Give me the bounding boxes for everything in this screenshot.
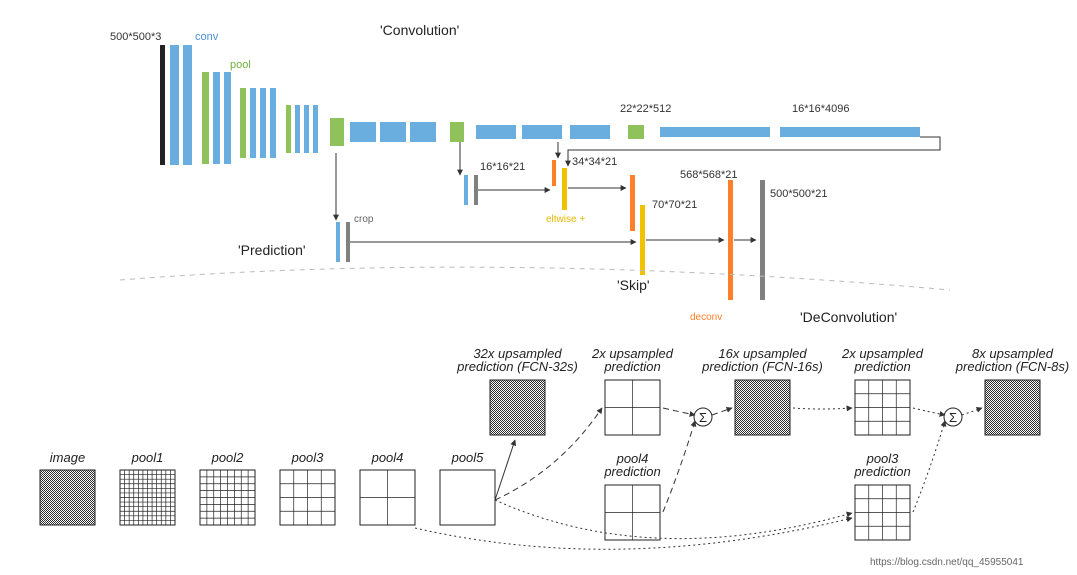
legend-pool: pool xyxy=(230,59,251,71)
watermark: https://blog.csdn.net/qq_45955041 xyxy=(870,557,1024,568)
box-p3pred xyxy=(855,485,910,540)
title-prediction: 'Prediction' xyxy=(238,242,306,258)
svg-text:image: image xyxy=(50,450,85,465)
bottom-fcn-boxes: image pool1 pool2 pool3 pool4 pool5 32x upsamp… xyxy=(40,346,1069,549)
box-pool3 xyxy=(280,470,335,525)
svg-text:16x upsampledprediction (FCN-1: 16x upsampledprediction (FCN-16s) xyxy=(701,346,823,374)
box-pool1 xyxy=(120,470,175,525)
separator-dash xyxy=(120,267,950,290)
svg-text:Σ: Σ xyxy=(949,410,957,425)
svg-text:pool4: pool4 xyxy=(371,450,404,465)
box-p4pred xyxy=(605,485,660,540)
label-crop: crop xyxy=(354,214,374,225)
svg-text:Σ: Σ xyxy=(699,410,707,425)
svg-text:pool2: pool2 xyxy=(211,450,245,465)
svg-text:pool3prediction: pool3prediction xyxy=(853,451,910,479)
svg-text:32x upsampledprediction (FCN-3: 32x upsampledprediction (FCN-32s) xyxy=(456,346,578,374)
svg-text:pool1: pool1 xyxy=(131,450,164,465)
box-pool2 xyxy=(200,470,255,525)
dim-34: 34*34*21 xyxy=(572,156,617,168)
box-up2b xyxy=(855,380,910,435)
fcn-diagram: image pool1 pool2 pool3 pool4 pool5 32x upsamp… xyxy=(0,0,1077,575)
dim-568: 568*568*21 xyxy=(680,169,738,181)
svg-text:pool5: pool5 xyxy=(451,450,485,465)
title-deconvolution: 'DeConvolution' xyxy=(800,309,897,325)
svg-text:2x upsampledprediction: 2x upsampledprediction xyxy=(841,346,924,374)
box-pool5 xyxy=(440,470,495,525)
box-up32 xyxy=(490,380,545,435)
dim-pool4: 22*22*512 xyxy=(620,103,671,115)
box-up16 xyxy=(735,380,790,435)
title-convolution: 'Convolution' xyxy=(380,22,459,38)
legend-conv: conv xyxy=(195,31,219,43)
title-skip: 'Skip' xyxy=(617,277,650,293)
box-up2a xyxy=(605,380,660,435)
dim-500: 500*500*21 xyxy=(770,188,828,200)
dim-70: 70*70*21 xyxy=(652,199,697,211)
flow-arrows xyxy=(336,137,940,242)
svg-text:2x upsampledprediction: 2x upsampledprediction xyxy=(591,346,674,374)
box-up8 xyxy=(985,380,1040,435)
dim-fc: 16*16*4096 xyxy=(792,103,850,115)
svg-text:8x upsampledprediction (FCN-8s: 8x upsampledprediction (FCN-8s) xyxy=(955,346,1069,374)
svg-text:pool4prediction: pool4prediction xyxy=(603,451,660,479)
box-image xyxy=(40,470,95,525)
label-deconv: deconv xyxy=(690,312,722,323)
dim-16: 16*16*21 xyxy=(480,161,525,173)
mid-prediction-layers xyxy=(336,160,765,300)
label-eltwise: eltwise + xyxy=(546,214,585,225)
dim-input: 500*500*3 xyxy=(110,31,161,43)
svg-text:pool3: pool3 xyxy=(291,450,325,465)
box-pool4 xyxy=(360,470,415,525)
